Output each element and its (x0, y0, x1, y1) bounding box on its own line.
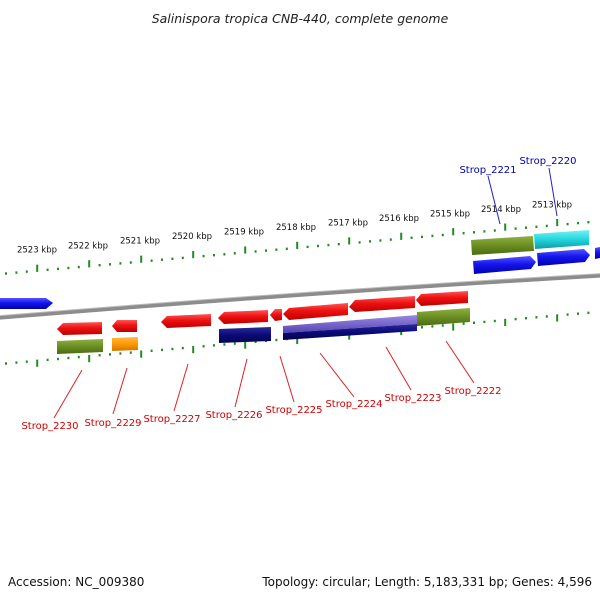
callout-line (112, 367, 128, 415)
callout-line (487, 175, 501, 225)
kbp-label: 2514 kbp (481, 205, 521, 215)
kbp-label: 2513 kbp (532, 200, 572, 210)
gene-label-strop-2223[interactable]: Strop_2223 (384, 393, 441, 404)
gene-arrow-reverse[interactable] (349, 296, 415, 312)
reverse-strand-genes (57, 291, 470, 354)
forward-callout-lines (487, 167, 558, 225)
gene-box-strop-2226[interactable] (219, 327, 271, 343)
gene-arrow-reverse[interactable] (283, 303, 348, 320)
gene-label-strop-2225[interactable]: Strop_2225 (265, 405, 322, 416)
accession-text: Accession: NC_009380 (8, 575, 145, 589)
gene-label-strop-2229[interactable]: Strop_2229 (84, 418, 141, 429)
gene-box-strop-2230[interactable] (57, 339, 103, 354)
forward-strand-genes (0, 230, 600, 309)
reverse-callout-lines (53, 340, 475, 419)
callout-line (234, 358, 248, 408)
topology-text: Topology: circular; Length: 5,183,331 bp… (262, 575, 592, 589)
gene-arrow-reverse[interactable] (218, 310, 268, 324)
gene-box-strop-2222[interactable] (417, 308, 470, 326)
gene-arrow-reverse[interactable] (112, 320, 137, 332)
reverse-gene-labels: Strop_2230 Strop_2229 Strop_2227 Strop_2… (21, 386, 501, 432)
gene-arrow-reverse[interactable] (57, 322, 102, 335)
gene-arrow-forward[interactable] (595, 247, 600, 259)
gene-label-strop-2230[interactable]: Strop_2230 (21, 421, 78, 432)
callout-line (53, 369, 83, 419)
tick-row-upper (5, 219, 590, 275)
callout-line (445, 340, 475, 384)
kbp-label: 2518 kbp (276, 223, 316, 233)
kbp-label: 2521 kbp (120, 237, 160, 247)
callout-line (319, 352, 355, 398)
gene-box-strop-2220[interactable] (534, 230, 589, 249)
gene-arrow-forward[interactable] (473, 256, 536, 274)
gene-box-strop-2221[interactable] (471, 236, 534, 255)
callout-line (548, 167, 558, 217)
genome-backbone-highlight (0, 273, 600, 317)
kbp-label: 2520 kbp (172, 232, 212, 242)
kbp-label-group: 2523 kbp 2522 kbp 2521 kbp 2520 kbp 2519 kbp… (17, 200, 572, 255)
kbp-label: 2516 kbp (379, 214, 419, 224)
kbp-label: 2522 kbp (68, 241, 108, 251)
gene-arrow-reverse[interactable] (416, 291, 468, 306)
gene-arrow-forward[interactable] (0, 298, 53, 309)
gene-arrow-reverse[interactable] (270, 309, 282, 321)
gene-label-strop-2226[interactable]: Strop_2226 (205, 410, 262, 421)
gene-arrow-reverse[interactable] (161, 314, 211, 328)
gene-box-strop-2224[interactable] (283, 315, 417, 333)
kbp-label: 2523 kbp (17, 246, 57, 256)
kbp-label: 2519 kbp (224, 228, 264, 238)
gene-label-strop-2224[interactable]: Strop_2224 (325, 399, 382, 410)
gene-label-strop-2227[interactable]: Strop_2227 (143, 414, 200, 425)
callout-line (173, 363, 189, 412)
kbp-label: 2515 kbp (430, 209, 470, 219)
kbp-label: 2517 kbp (328, 218, 368, 228)
map-title: Salinispora tropica CNB-440, complete ge… (152, 11, 449, 26)
gene-box-strop-2229[interactable] (112, 337, 138, 351)
gene-label-strop-2222[interactable]: Strop_2222 (444, 386, 501, 397)
callout-line (279, 355, 295, 403)
gene-label-strop-2221[interactable]: Strop_2221 (459, 165, 516, 176)
genome-backbone (0, 273, 600, 320)
tick-row-lower (5, 311, 590, 367)
forward-gene-labels: Strop_2221 Strop_2220 (459, 156, 576, 176)
callout-line (385, 346, 412, 391)
gene-label-strop-2220[interactable]: Strop_2220 (519, 156, 576, 167)
gene-arrow-forward[interactable] (537, 249, 590, 266)
gene-box-strop-2223[interactable] (283, 324, 417, 340)
